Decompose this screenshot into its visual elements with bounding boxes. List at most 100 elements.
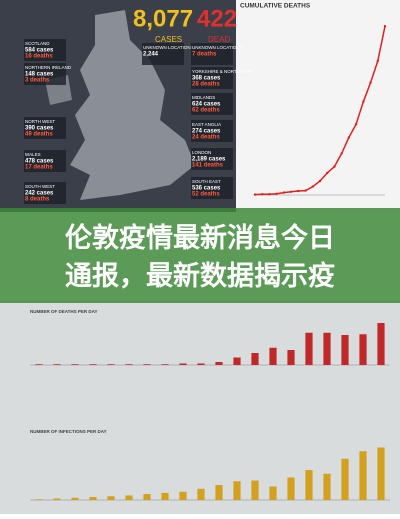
region-name: WALES — [25, 152, 41, 157]
point — [362, 100, 365, 104]
bar — [71, 497, 79, 500]
region-cases: 390 cases — [25, 126, 54, 132]
point — [253, 193, 257, 196]
region-box — [191, 120, 233, 142]
region-name: UNKNOWN LOCATIONS — [143, 45, 194, 50]
bar — [161, 492, 169, 500]
region-box — [191, 43, 233, 65]
region-deaths: 24 deaths — [192, 135, 220, 141]
region-deaths: 62 deaths — [192, 108, 220, 114]
point — [369, 81, 372, 84]
region-box — [24, 39, 66, 61]
bar — [197, 488, 205, 500]
chart-title: CUMULATIVE DEATHS — [240, 3, 311, 10]
bar — [233, 481, 241, 500]
point — [297, 189, 300, 193]
point — [347, 136, 351, 139]
cases-label: CASES — [155, 35, 182, 44]
cases-number: 8,077 — [133, 5, 193, 32]
bar — [377, 323, 385, 365]
region-deaths: 28 deaths — [192, 82, 220, 88]
point — [289, 190, 293, 193]
map-shape — [70, 10, 195, 200]
region-name: EAST ANGLIA — [192, 122, 221, 127]
bar — [89, 364, 97, 365]
overlay-title: 通报，最新数据揭示疫 — [65, 260, 335, 291]
deaths-label: DEAD — [208, 35, 230, 44]
point — [261, 193, 264, 196]
region-cases: 148 cases — [25, 72, 54, 78]
bar — [323, 473, 331, 500]
deaths-number: 422 — [197, 5, 237, 32]
bar — [251, 480, 259, 500]
bar — [341, 458, 349, 500]
region-cases: 536 cases — [192, 186, 221, 192]
bar — [305, 332, 313, 365]
region-box — [191, 148, 233, 170]
region-deaths: 8 deaths — [25, 197, 50, 203]
bar — [143, 364, 151, 365]
region-box — [191, 177, 233, 199]
region-box — [24, 117, 66, 139]
bar — [143, 494, 151, 500]
region-box — [191, 93, 233, 115]
region-cases: 2,189 cases — [192, 157, 226, 163]
point — [318, 179, 322, 183]
region-deaths: 141 deaths — [192, 163, 224, 169]
bar — [53, 364, 61, 365]
bar — [377, 447, 385, 500]
region-deaths: 7 deaths — [192, 52, 217, 58]
bar — [107, 364, 115, 365]
bar — [53, 498, 61, 500]
bar — [359, 334, 367, 365]
bar — [89, 497, 97, 500]
point — [304, 189, 307, 192]
region-name: MIDLANDS — [192, 95, 215, 100]
region-box — [24, 182, 66, 204]
bar — [305, 470, 313, 500]
region-deaths: 3 deaths — [25, 78, 50, 84]
bar — [161, 364, 169, 365]
region-deaths: 16 deaths — [25, 54, 53, 60]
region-box — [142, 43, 184, 65]
bar — [125, 495, 133, 500]
bar — [179, 491, 187, 500]
region-cases: 2,244 — [143, 52, 159, 58]
region-deaths: 52 deaths — [192, 192, 220, 198]
region-name: SOUTH EAST — [192, 179, 221, 184]
bar — [179, 363, 187, 365]
bar — [233, 357, 241, 365]
region-deaths: 17 deaths — [25, 165, 53, 171]
bar — [125, 364, 133, 365]
bar — [269, 347, 277, 365]
bar — [269, 486, 277, 500]
region-name: SCOTLAND — [25, 41, 50, 46]
region-cases: 624 cases — [192, 102, 221, 108]
overlay-band — [0, 208, 400, 303]
region-name: YORKSHIRE & NORTH EAST — [192, 69, 253, 74]
bar — [71, 364, 79, 365]
bar — [341, 335, 349, 365]
region-name: SOUTH WEST — [25, 184, 55, 189]
bar — [287, 477, 295, 500]
region-name: NORTH WEST — [25, 119, 55, 124]
bar — [197, 363, 205, 365]
region-box — [24, 63, 66, 85]
point — [376, 59, 379, 63]
region-box — [24, 150, 66, 172]
region-deaths: 49 deaths — [25, 132, 53, 138]
bar — [251, 353, 259, 365]
region-cases: 242 cases — [25, 191, 54, 197]
point — [282, 191, 286, 194]
bars-bg — [0, 300, 400, 514]
bar — [215, 485, 223, 500]
region-box — [191, 67, 233, 89]
bar — [287, 350, 295, 365]
bar — [215, 362, 223, 365]
region-name: LONDON — [192, 150, 211, 155]
region-cases: 274 cases — [192, 129, 221, 135]
point — [275, 192, 278, 195]
bar — [107, 496, 115, 500]
